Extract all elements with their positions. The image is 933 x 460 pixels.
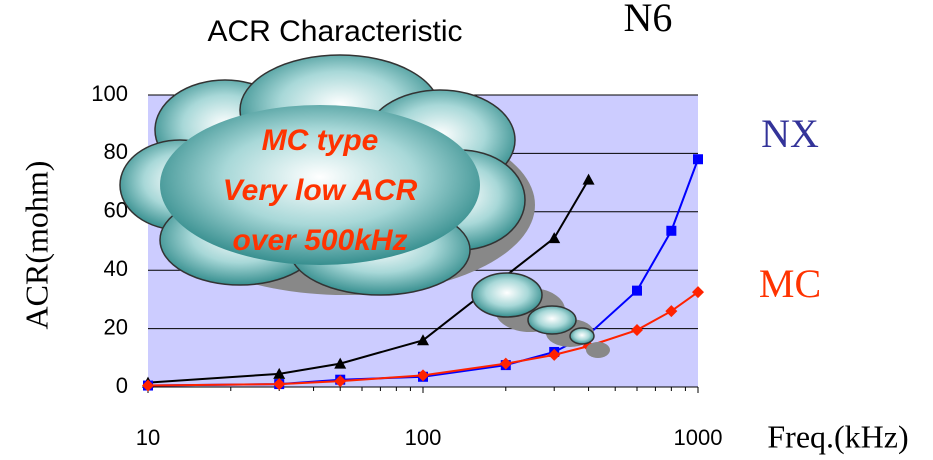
y-tick-label: 20: [104, 314, 128, 339]
series-label: NX: [761, 111, 819, 156]
x-tick-label: 10: [136, 425, 160, 450]
series-label: MC: [759, 261, 821, 306]
data-point: [666, 226, 676, 236]
data-point: [632, 286, 642, 296]
y-tick-label: 0: [116, 373, 128, 398]
y-axis-label: ACR(mohm): [18, 161, 54, 330]
chart: 020406080100101001000 ACR Characteristic…: [0, 0, 933, 460]
data-point: [693, 154, 703, 164]
x-tick-label: 100: [405, 425, 442, 450]
x-tick-label: 1000: [674, 425, 723, 450]
y-tick-label: 80: [104, 139, 128, 164]
annotation-line: over 500kHz: [232, 224, 407, 257]
series-label: N6: [624, 0, 673, 40]
y-tick-label: 100: [91, 81, 128, 106]
y-tick-label: 40: [104, 256, 128, 281]
x-axis-label: Freq.(kHz): [767, 418, 908, 454]
annotation-line: MC type: [262, 124, 379, 157]
annotation-line: Very low ACR: [223, 174, 418, 207]
chart-title: ACR Characteristic: [207, 15, 462, 48]
